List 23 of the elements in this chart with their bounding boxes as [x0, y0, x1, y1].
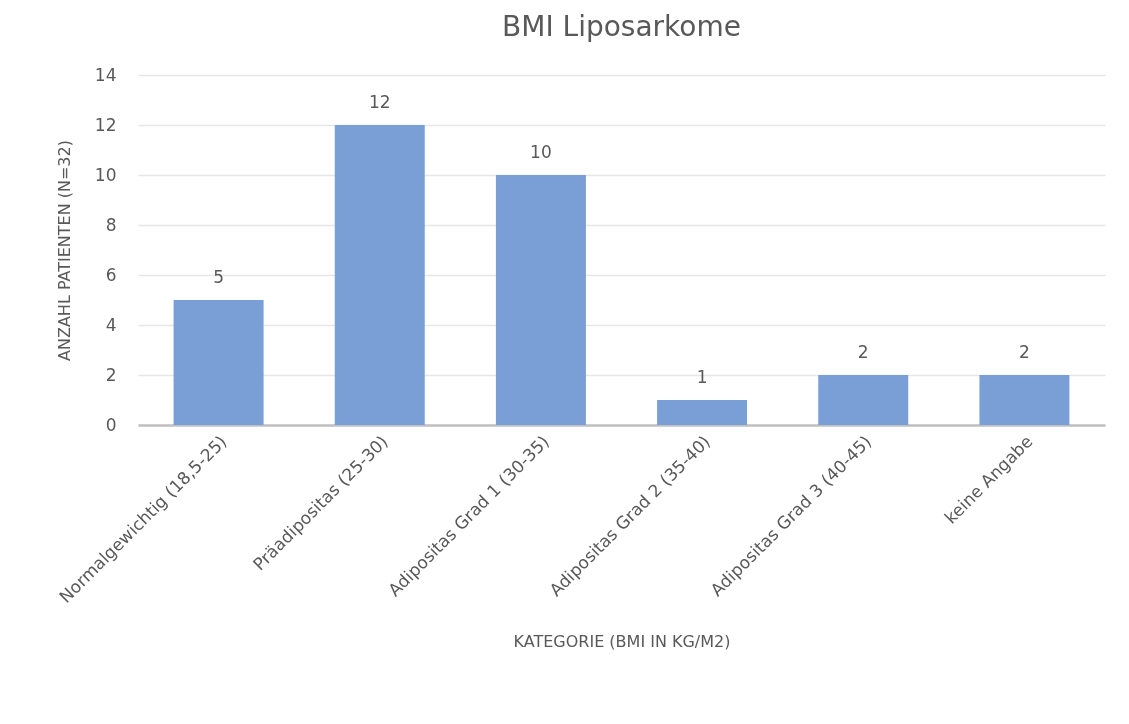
- y-tick-label: 4: [105, 314, 117, 335]
- bar: [173, 300, 264, 425]
- x-axis-title: KATEGORIE (BMI IN KG/M2): [513, 632, 731, 652]
- data-label: 2: [857, 342, 869, 362]
- bar: [334, 125, 425, 425]
- data-label: 1: [696, 367, 708, 387]
- y-tick-label: 8: [105, 214, 117, 235]
- bar: [818, 375, 909, 425]
- y-tick-label: 14: [94, 64, 117, 85]
- bar: [979, 375, 1070, 425]
- y-tick-label: 6: [105, 264, 117, 285]
- bar: [495, 175, 586, 425]
- bar: [657, 400, 748, 425]
- data-label: 5: [213, 267, 224, 287]
- y-tick-label: 0: [105, 414, 117, 435]
- chart-title: BMI Liposarkome: [502, 10, 741, 43]
- y-tick-label: 2: [105, 364, 117, 385]
- data-label: 10: [530, 142, 552, 162]
- data-label: 12: [368, 92, 391, 112]
- y-tick-label: 10: [94, 164, 117, 185]
- y-axis-title: ANZAHL PATIENTEN (N=32): [54, 140, 74, 361]
- y-tick-label: 12: [94, 114, 117, 135]
- data-label: 2: [1019, 342, 1030, 362]
